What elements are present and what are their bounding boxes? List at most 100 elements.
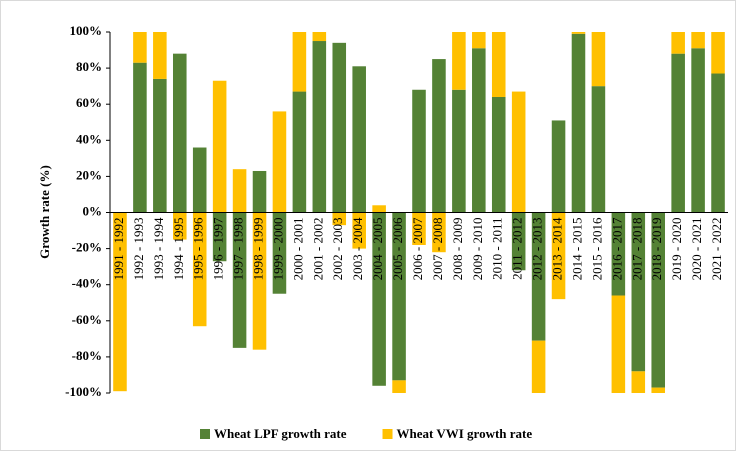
x-tick-label: 2007 - 2008 [430, 218, 445, 281]
bar-segment [232, 212, 247, 348]
bar-segment [212, 80, 227, 213]
y-tick-label: -20% [72, 240, 102, 255]
bar-segment [711, 73, 725, 213]
x-tick-label: 2019 - 2020 [669, 218, 684, 281]
bar-segment [611, 212, 626, 296]
bar-segment [292, 91, 307, 213]
legend-swatch [382, 429, 393, 439]
x-tick-label: 2008 - 2009 [450, 218, 465, 281]
x-tick-label: 2013 - 2014 [550, 217, 565, 280]
x-tick-label: 2014 - 2015 [569, 218, 584, 281]
legend-swatch [200, 429, 210, 439]
bar-segment [531, 212, 546, 341]
x-tick-label: 2009 - 2010 [470, 218, 485, 281]
bar-segment [372, 205, 386, 213]
bar-segment [312, 41, 327, 213]
bar-segment [272, 212, 287, 294]
bar-segment [491, 96, 506, 213]
bar-segment [252, 170, 267, 213]
bar-segment [551, 212, 566, 300]
bar-segment [232, 169, 247, 213]
x-tick-label: 2011 - 2012 [510, 218, 525, 280]
bar-segment [591, 86, 606, 213]
x-tick-label: 1995 - 1996 [191, 217, 206, 280]
bar-segment [412, 89, 426, 213]
bar-segment [611, 295, 626, 393]
bar-segment [312, 32, 327, 42]
legend-label: Wheat LPF growth rate [214, 426, 347, 441]
bar-segment [412, 212, 426, 245]
bar-segment [252, 212, 267, 350]
x-tick-label: 2004 - 2005 [370, 218, 385, 281]
x-tick-label: 2000 - 2001 [290, 218, 305, 281]
bar-segment [172, 212, 187, 240]
x-tick-label: 2006 - 2007 [410, 217, 425, 280]
bar-segment [192, 212, 207, 327]
bar-segment [272, 111, 287, 213]
x-tick-label: 1997 - 1998 [231, 218, 246, 281]
y-tick-label: -40% [72, 276, 102, 291]
x-tick-label: 1992 - 1993 [131, 218, 146, 281]
x-tick-label: 2017 - 2018 [629, 218, 644, 281]
x-tick-label: 2012 - 2013 [530, 218, 545, 281]
bar-segment [591, 32, 606, 87]
x-tick-label: 1999 - 2000 [270, 218, 285, 281]
bar-segment [352, 66, 366, 213]
bar-segment [511, 91, 526, 213]
x-tick-label: 1993 - 1994 [151, 217, 166, 280]
bar-segment [153, 78, 167, 213]
bar-segment [332, 212, 347, 226]
bar-segment [392, 380, 406, 393]
x-tick-label: 2015 - 2016 [589, 217, 604, 280]
x-tick-label: 2002 - 2003 [330, 218, 345, 281]
x-tick-label: 2005 - 2006 [390, 217, 405, 280]
bar-segment [133, 62, 147, 213]
bar-segment [452, 89, 466, 213]
bar-segment [571, 33, 586, 213]
bar-segment [372, 212, 386, 386]
y-tick-label: 0% [83, 203, 103, 218]
x-tick-label: 2010 - 2011 [490, 218, 505, 280]
bar-segment [671, 32, 685, 54]
y-tick-label: 80% [76, 59, 102, 74]
bar-segment [352, 212, 366, 249]
x-tick-label: 2021 - 2022 [709, 218, 724, 281]
bar-segment [691, 32, 705, 49]
bar-segment [432, 59, 446, 213]
bar-segment [432, 212, 446, 253]
bar-segment [133, 32, 147, 63]
bar-segment [631, 371, 646, 393]
bar-segment [631, 212, 646, 372]
bar-segment [172, 53, 187, 213]
x-tick-label: 1996 - 1997 [211, 217, 226, 280]
bar-segment [531, 340, 546, 393]
bar-segment [651, 387, 666, 393]
bar-segment [192, 147, 207, 213]
bar-segment [472, 48, 486, 213]
bar-segment [392, 212, 406, 381]
bar-segment [691, 48, 705, 213]
x-tick-label: 2020 - 2021 [689, 218, 704, 281]
y-tick-label: -100% [65, 384, 102, 399]
y-tick-label: 100% [70, 23, 103, 38]
y-tick-label: 60% [76, 95, 102, 110]
bar-segment [551, 120, 566, 213]
x-tick-label: 2018 - 2019 [649, 218, 664, 281]
legend-label: Wheat VWI growth rate [397, 426, 533, 441]
bar-segment [671, 53, 685, 213]
bar-segment [472, 32, 486, 49]
bar-segment [511, 212, 526, 271]
bar-segment [651, 212, 666, 388]
y-tick-label: 20% [76, 167, 102, 182]
bar-segment [332, 42, 347, 213]
x-tick-label: 2016 - 2017 [609, 217, 624, 280]
bar-segment [491, 32, 506, 97]
y-tick-label: -80% [72, 348, 102, 363]
x-tick-label: 1998 - 1999 [251, 218, 266, 281]
x-tick-label: 2001 - 2002 [310, 218, 325, 281]
x-tick-label: 2003 - 2004 [350, 217, 365, 280]
bar-segment [452, 32, 466, 90]
x-tick-label: 1994 - 1995 [171, 218, 186, 281]
